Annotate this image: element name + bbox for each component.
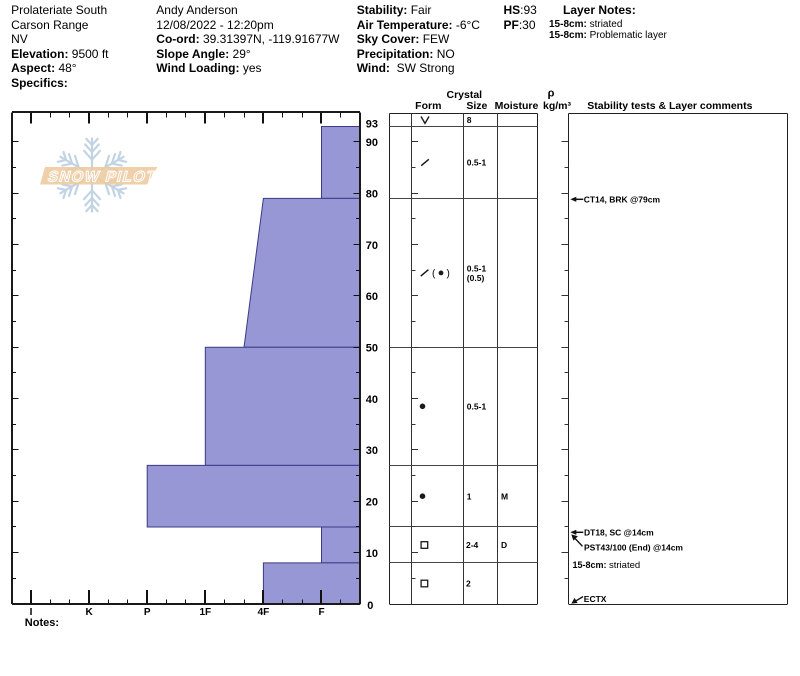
- svg-text:0.5-1: 0.5-1: [467, 402, 487, 412]
- svg-text:Size: Size: [466, 100, 487, 112]
- svg-text:Stability tests & Layer commen: Stability tests & Layer comments: [587, 100, 752, 112]
- svg-text:40: 40: [366, 394, 378, 406]
- svg-text:8: 8: [467, 115, 472, 125]
- svg-text:0.5-1: 0.5-1: [467, 264, 487, 274]
- svg-text:Moisture: Moisture: [495, 100, 539, 112]
- svg-text:60: 60: [366, 291, 378, 303]
- svg-text:30: 30: [366, 445, 378, 457]
- svg-text:(0.5): (0.5): [467, 273, 485, 283]
- svg-text:20: 20: [366, 497, 378, 509]
- svg-text:15-8cm:: 15-8cm:: [573, 560, 607, 570]
- svg-text:0.5-1: 0.5-1: [467, 158, 487, 168]
- svg-text:D: D: [501, 540, 507, 550]
- svg-text:2-4: 2-4: [466, 540, 479, 550]
- svg-text:80: 80: [366, 189, 378, 201]
- svg-text:50: 50: [366, 343, 378, 355]
- svg-text:1: 1: [467, 491, 472, 501]
- svg-text:(: (: [432, 269, 436, 280]
- svg-text:ρ: ρ: [548, 88, 555, 100]
- svg-text:F: F: [318, 607, 324, 618]
- svg-text:1F: 1F: [199, 607, 211, 618]
- svg-text:Crystal: Crystal: [446, 89, 482, 101]
- svg-text:P: P: [144, 607, 151, 618]
- svg-text:): ): [447, 269, 450, 280]
- svg-text:93: 93: [366, 119, 378, 131]
- svg-text:CT14, BRK @79cm: CT14, BRK @79cm: [584, 194, 661, 204]
- svg-text:kg/m³: kg/m³: [543, 100, 572, 112]
- svg-text:4F: 4F: [258, 607, 270, 618]
- svg-text:DT18, SC @14cm: DT18, SC @14cm: [584, 527, 654, 537]
- svg-text:0: 0: [367, 600, 373, 612]
- svg-text:K: K: [85, 607, 93, 618]
- svg-text:striated: striated: [609, 560, 640, 571]
- svg-text:Form: Form: [415, 100, 441, 112]
- svg-text:M: M: [501, 491, 508, 501]
- svg-text:90: 90: [366, 137, 378, 149]
- svg-text:2: 2: [466, 579, 471, 589]
- svg-text:ECTX: ECTX: [584, 594, 607, 604]
- svg-text:I: I: [30, 607, 33, 618]
- svg-text:Notes:: Notes:: [25, 617, 59, 629]
- svg-text:SNOW PILOT: SNOW PILOT: [46, 169, 159, 186]
- svg-text:PST43/100 (End) @14cm: PST43/100 (End) @14cm: [584, 543, 683, 553]
- svg-text:70: 70: [366, 240, 378, 252]
- svg-text:10: 10: [366, 548, 378, 560]
